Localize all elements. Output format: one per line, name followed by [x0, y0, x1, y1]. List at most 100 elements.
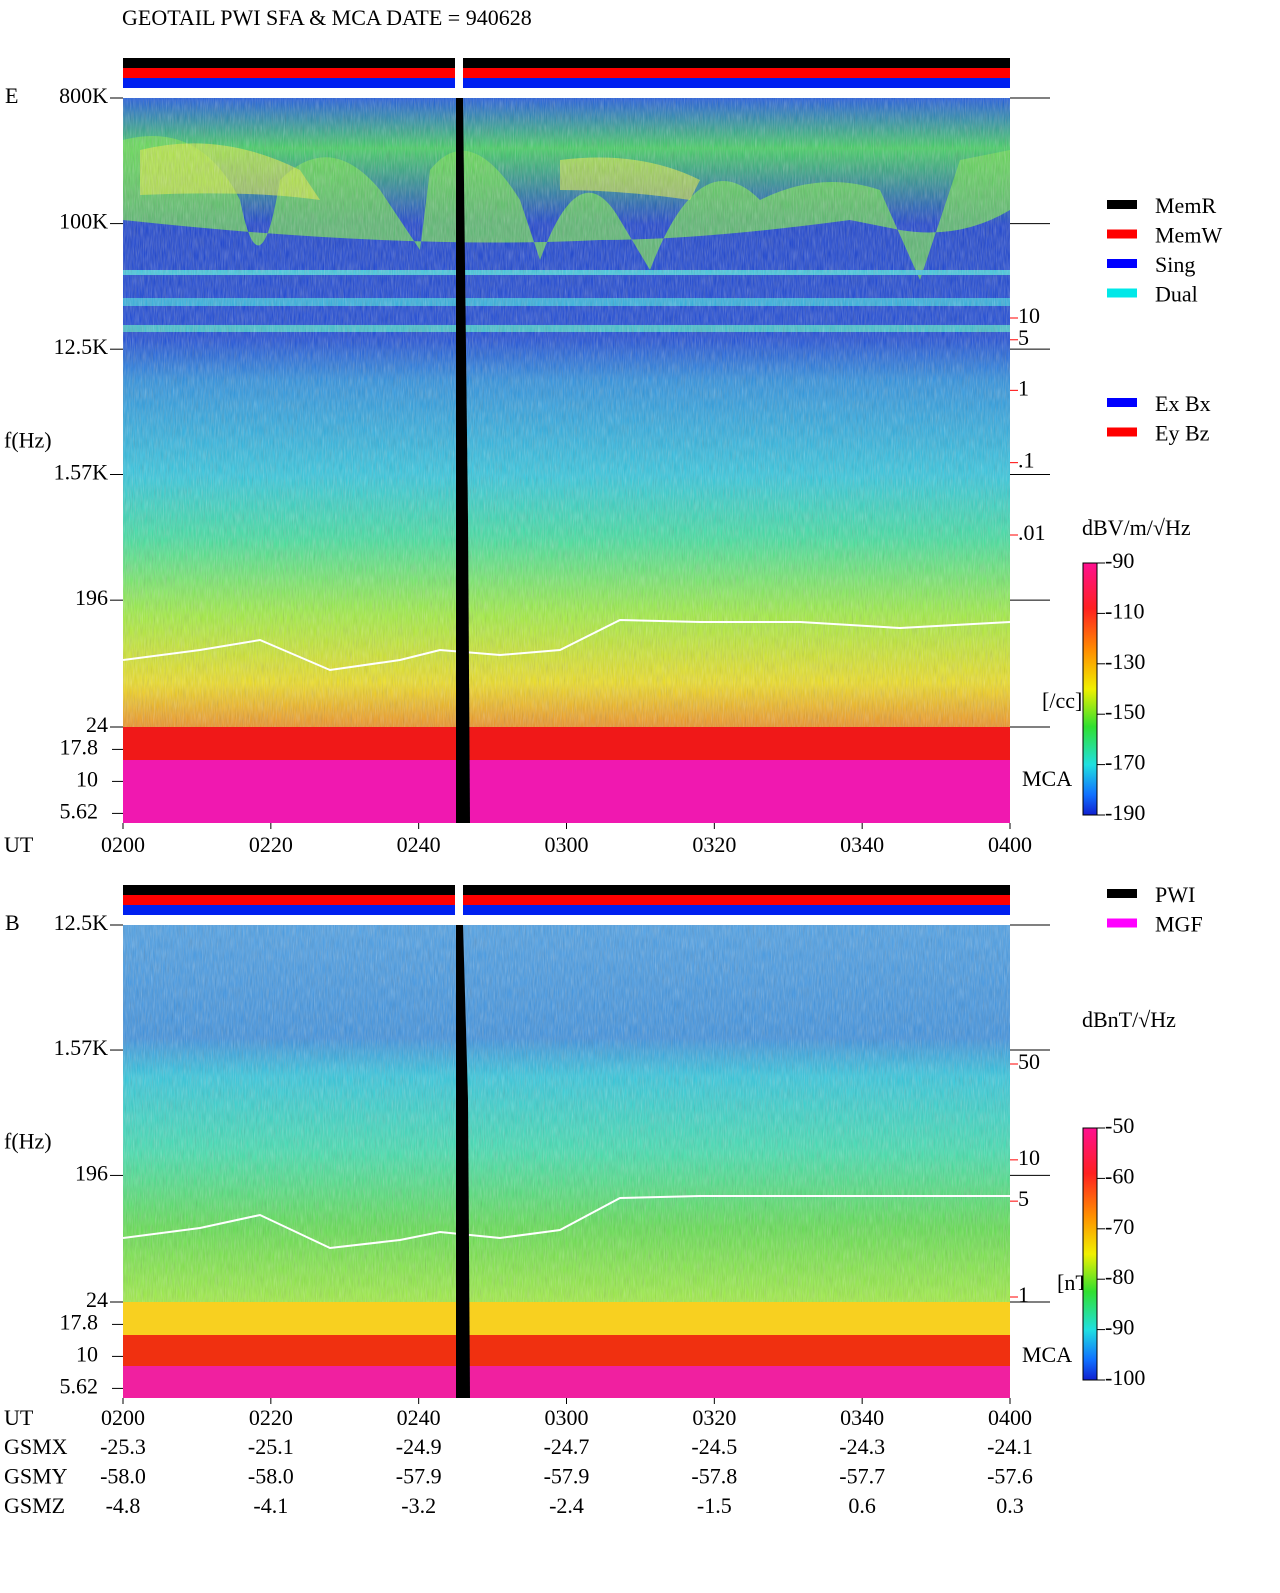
- x-tick-label: 0400: [988, 832, 1032, 857]
- y2-tick-label: 5: [1018, 325, 1029, 350]
- y2-tick-label: .01: [1018, 520, 1046, 545]
- y-axis-label: f(Hz): [4, 1129, 52, 1154]
- orbit-value: -24.3: [839, 1434, 885, 1459]
- colorbar-tick-label: -100: [1105, 1365, 1145, 1390]
- y2-tick-label: 1: [1018, 1282, 1029, 1307]
- y2-tick-label: 5: [1018, 1186, 1029, 1211]
- legend-label: MemW: [1155, 223, 1222, 248]
- orbit-value: -4.8: [106, 1493, 141, 1518]
- orbit-value: -24.5: [691, 1434, 737, 1459]
- spectrogram-e: [122, 58, 1011, 823]
- legend-swatch: [1107, 398, 1137, 407]
- y-tick-label: 24: [86, 712, 108, 737]
- legend-label: Ex Bx: [1155, 391, 1211, 416]
- x-tick-label: 0200: [101, 832, 145, 857]
- orbit-value: -58.0: [248, 1464, 294, 1489]
- x-tick-label: 0240: [397, 832, 441, 857]
- colorbar-tick-label: -170: [1105, 750, 1145, 775]
- legend-label: MGF: [1155, 912, 1203, 937]
- y-tick-label: 12.5K: [54, 910, 109, 935]
- x-tick-label: 0320: [692, 1405, 736, 1430]
- orbit-value: 0.3: [996, 1493, 1024, 1518]
- colorbar-tick-label: -150: [1105, 699, 1145, 724]
- y-tick-label: 1.57K: [54, 460, 109, 485]
- orbit-value: -24.1: [987, 1434, 1033, 1459]
- y-tick-label: 100K: [59, 209, 108, 234]
- mca-label: MCA: [1022, 766, 1072, 791]
- x-tick-label: 0340: [840, 832, 884, 857]
- x-tick-label: 0300: [545, 832, 589, 857]
- y-tick-label: 12.5K: [54, 334, 109, 359]
- x-axis-label: UT: [4, 832, 34, 857]
- orbit-value: -58.0: [100, 1464, 146, 1489]
- x-tick-label: 0240: [397, 1405, 441, 1430]
- x-tick-label: 0400: [988, 1405, 1032, 1430]
- legend-swatch: [1107, 288, 1137, 298]
- legend-swatch: [1107, 259, 1137, 268]
- x-tick-label: 0200: [101, 1405, 145, 1430]
- x-tick-label: 0320: [692, 832, 736, 857]
- legend-label: Sing: [1155, 252, 1195, 277]
- colorbar-tick-label: -60: [1105, 1163, 1134, 1188]
- y-tick-label: 1.57K: [54, 1035, 109, 1060]
- orbit-value: -57.9: [396, 1464, 442, 1489]
- colorbar-tick-label: -80: [1105, 1264, 1134, 1289]
- title: GEOTAIL PWI SFA & MCA DATE = 940628: [122, 5, 532, 30]
- mca-channel-label: 5.62: [60, 798, 99, 823]
- colorbar: [1082, 562, 1098, 816]
- orbit-value: -57.9: [544, 1464, 590, 1489]
- orbit-value: -24.9: [396, 1434, 442, 1459]
- colorbar-tick-label: -90: [1105, 1315, 1134, 1340]
- panel-label: E: [5, 83, 18, 108]
- orbit-value: -57.7: [839, 1464, 885, 1489]
- y2-tick-label: 10: [1018, 1145, 1040, 1170]
- y-tick-label: 196: [75, 1160, 108, 1185]
- x-tick-label: 0340: [840, 1405, 884, 1430]
- orbit-value: -25.1: [248, 1434, 294, 1459]
- orbit-row-label: GSMZ: [4, 1493, 65, 1518]
- legend-swatch: [1107, 427, 1137, 437]
- panel-label: B: [5, 910, 20, 935]
- colorbar-tick-label: -190: [1105, 800, 1145, 825]
- y-axis-label: f(Hz): [4, 428, 52, 453]
- y-tick-label: 800K: [59, 83, 108, 108]
- orbit-row-label: GSMX: [4, 1434, 68, 1459]
- legend-swatch: [1107, 918, 1137, 928]
- colorbar-tick-label: -110: [1105, 598, 1145, 623]
- legend-label: PWI: [1155, 882, 1195, 907]
- legend-swatch: [1107, 200, 1137, 209]
- orbit-row-label: GSMY: [4, 1464, 68, 1489]
- y-tick-label: 196: [75, 585, 108, 610]
- mca-label: MCA: [1022, 1342, 1072, 1367]
- y2-tick-label: 1: [1018, 375, 1029, 400]
- y2-tick-label: .1: [1018, 448, 1035, 473]
- orbit-value: -1.5: [697, 1493, 732, 1518]
- x-tick-label: 0220: [249, 1405, 293, 1430]
- mca-channel-label: 5.62: [60, 1373, 99, 1398]
- spectrogram-b: [122, 885, 1010, 1398]
- legend-swatch: [1107, 229, 1137, 239]
- legend-swatch: [1107, 889, 1137, 898]
- y2-tick-label: 10: [1018, 303, 1040, 328]
- x-tick-label: 0300: [545, 1405, 589, 1430]
- colorbar-tick-label: -130: [1105, 649, 1145, 674]
- colorbar-tick-label: -70: [1105, 1214, 1134, 1239]
- orbit-value: -25.3: [100, 1434, 146, 1459]
- orbit-value: -57.8: [691, 1464, 737, 1489]
- colorbar: [1082, 1127, 1098, 1381]
- y2-tick-label: 50: [1018, 1049, 1040, 1074]
- colorbar-label: dBV/m/√Hz: [1082, 515, 1191, 540]
- legend-label: Ey Bz: [1155, 421, 1210, 446]
- colorbar-tick-label: -50: [1105, 1113, 1134, 1138]
- y2-axis-label: [/cc]: [1042, 688, 1082, 713]
- y-tick-label: 24: [86, 1287, 108, 1312]
- orbit-value: -2.4: [549, 1493, 584, 1518]
- legend-label: MemR: [1155, 193, 1216, 218]
- colorbar-tick-label: -90: [1105, 548, 1134, 573]
- colorbar-label: dBnT/√Hz: [1082, 1007, 1176, 1032]
- mca-channel-label: 17.8: [60, 1309, 99, 1334]
- legend-label: Dual: [1155, 282, 1198, 307]
- x-tick-label: 0220: [249, 832, 293, 857]
- mca-channel-label: 10: [76, 766, 98, 791]
